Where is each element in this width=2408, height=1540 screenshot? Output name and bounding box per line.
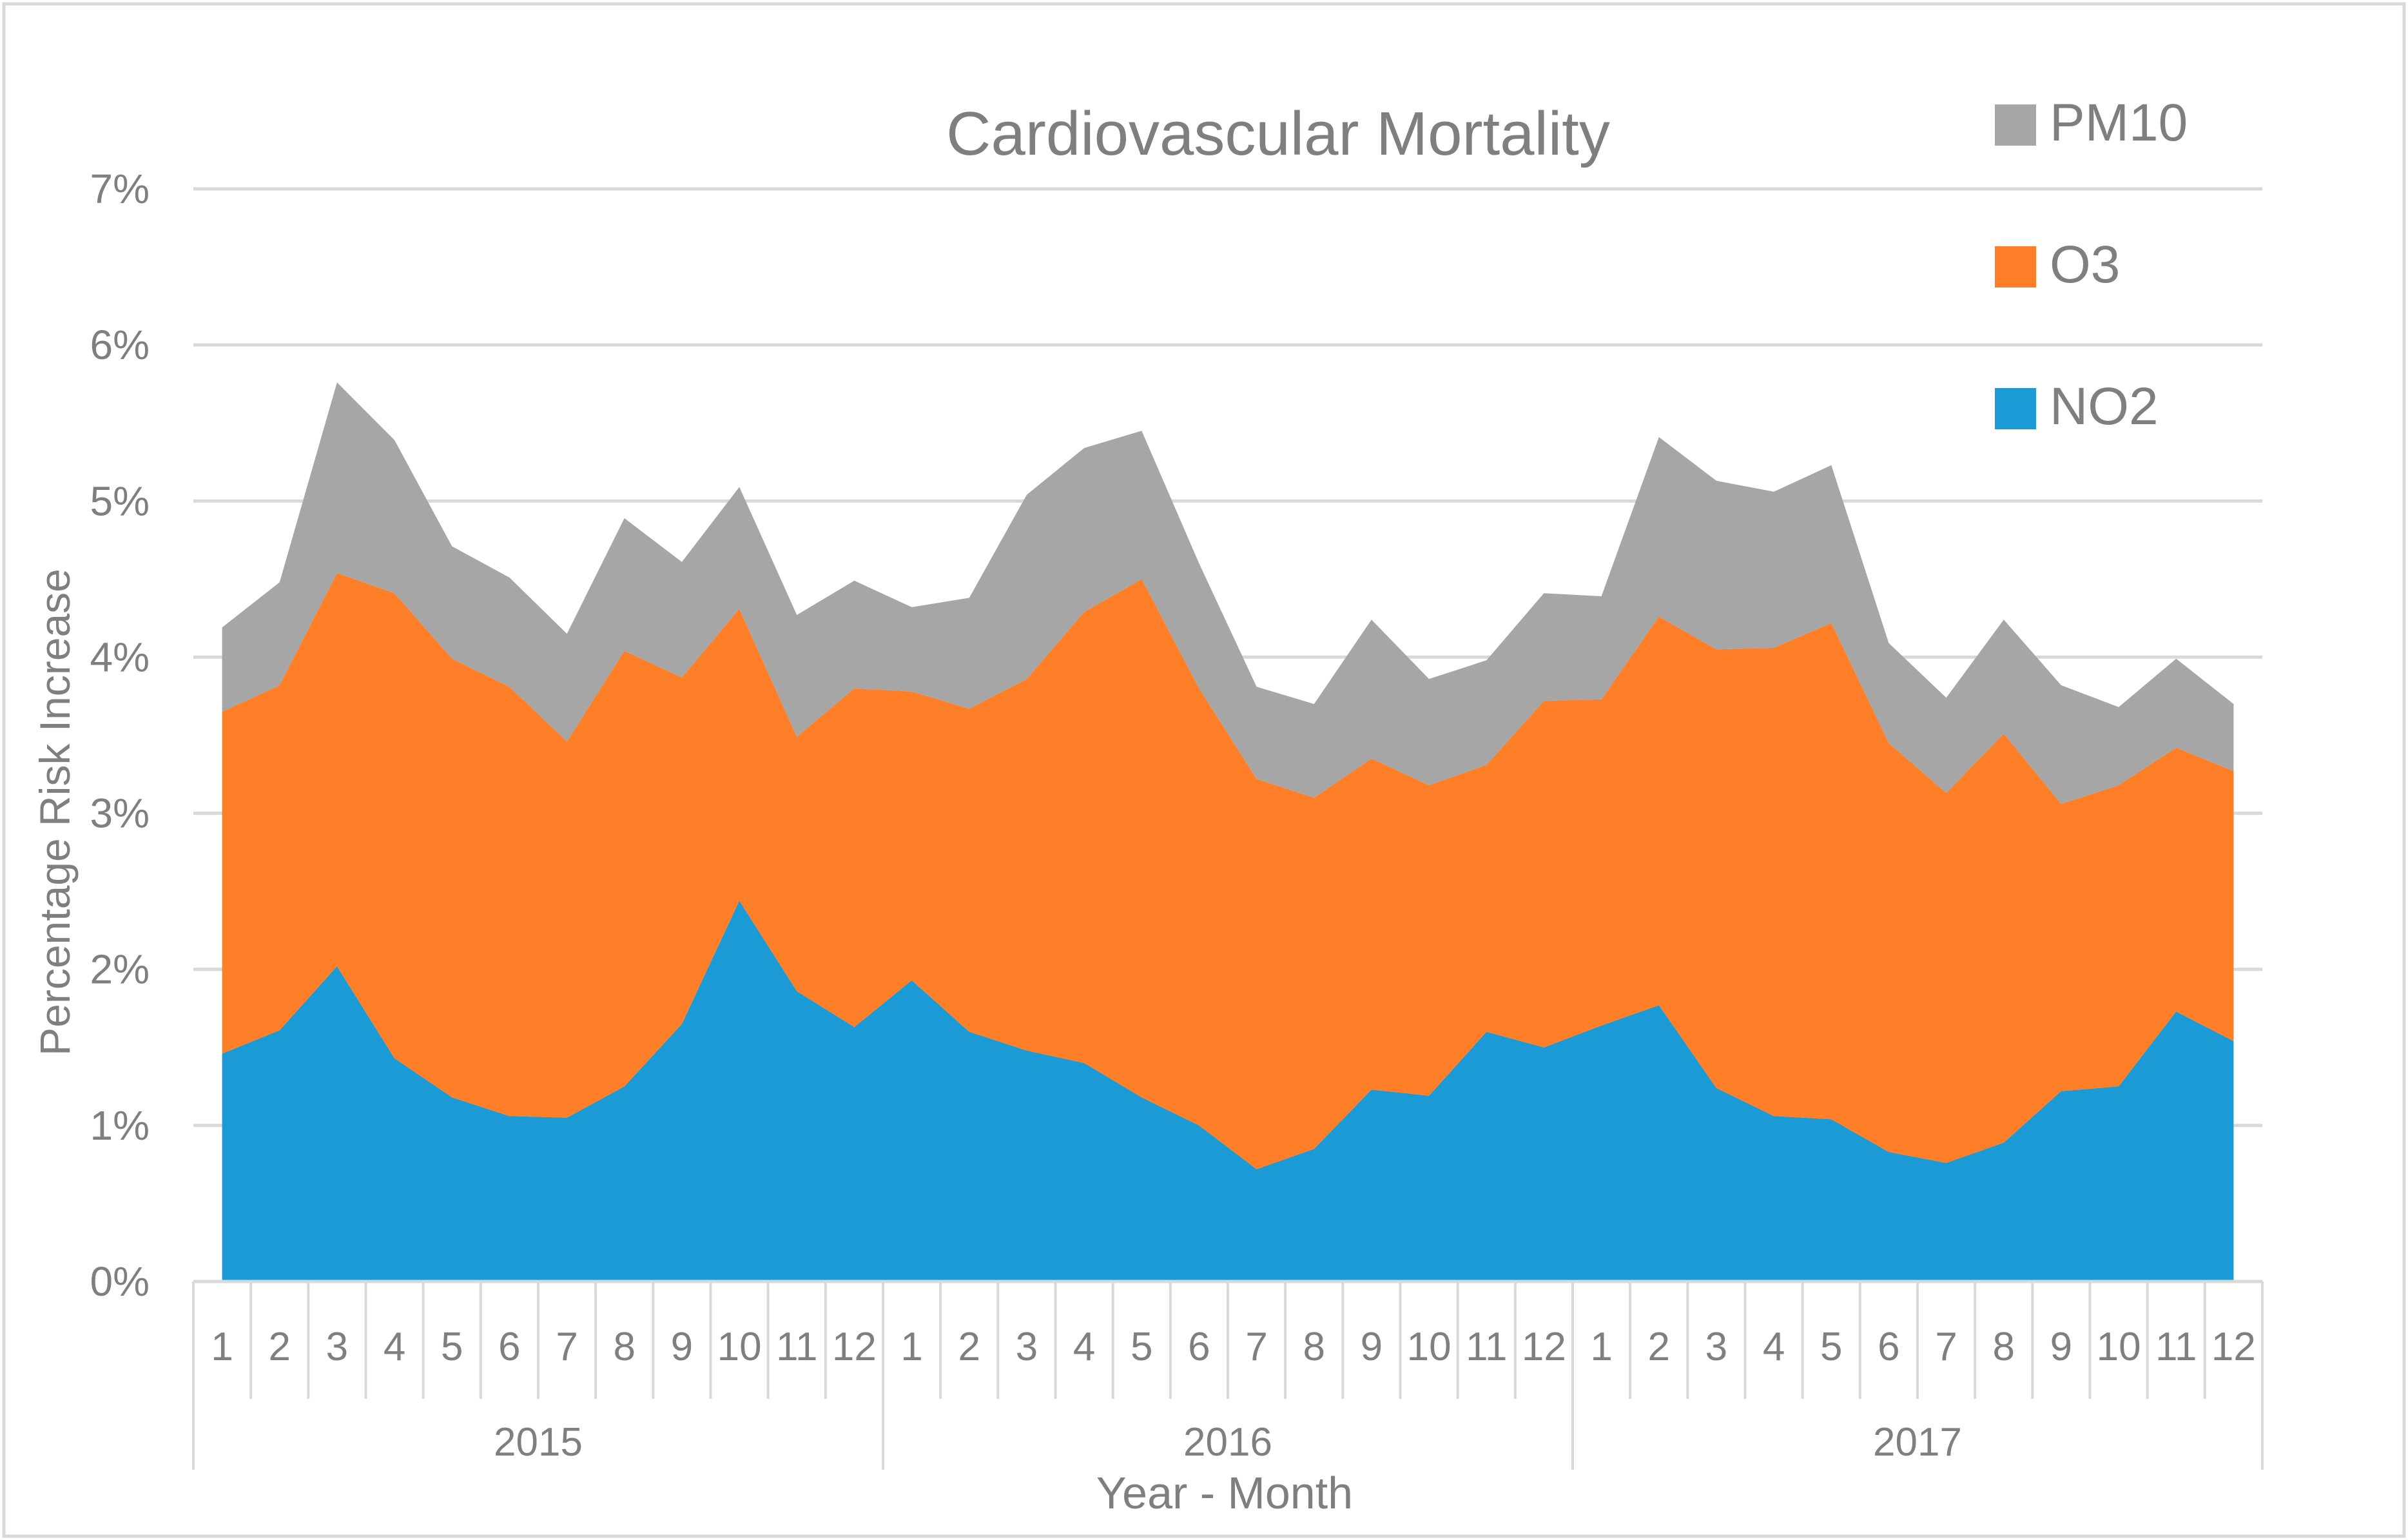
stacked-areas	[222, 382, 2234, 1282]
x-tick-label-month: 3	[326, 1325, 348, 1369]
x-tick-label-month: 3	[1705, 1325, 1727, 1369]
x-tick-label-month: 7	[556, 1325, 578, 1369]
x-tick-label-month: 12	[1522, 1325, 1566, 1369]
x-tick-label-month: 11	[1466, 1325, 1507, 1369]
x-tick-label-month: 2	[269, 1325, 291, 1369]
area-o3	[222, 572, 2234, 1169]
x-tick-label-month: 10	[1407, 1325, 1452, 1369]
x-tick-label-month: 12	[832, 1325, 877, 1369]
legend-swatch-pm10	[1995, 104, 2036, 146]
x-tick-label-month: 3	[1016, 1325, 1038, 1369]
x-axis: 1 2 3 4 5 6 7 8 9 10 11 12 1 2 3 4 5 6 7 8 9 10 11 12 1 2 3 4 5 6 7 8 9 1…	[192, 1280, 2264, 1470]
legend-swatch-no2	[1995, 388, 2036, 429]
x-tick-label-month: 5	[441, 1325, 463, 1369]
legend-label-pm10: PM10	[2050, 93, 2188, 152]
x-tick-label-month: 5	[1131, 1325, 1152, 1369]
x-tick-label-month: 4	[1073, 1325, 1095, 1369]
x-tick-label-month: 2	[958, 1325, 980, 1369]
x-tick-label-month: 8	[1303, 1325, 1325, 1369]
chart-title: Cardiovascular Mortality	[946, 99, 1610, 168]
x-tick-label-month: 1	[1590, 1325, 1612, 1369]
x-axis-label: Year - Month	[1096, 1468, 1353, 1518]
x-tick-label-month: 9	[671, 1325, 693, 1369]
x-tick-label-month: 6	[1188, 1325, 1210, 1369]
y-tick-label: 2%	[90, 946, 150, 993]
x-tick-label-month: 8	[1993, 1325, 2015, 1369]
y-tick-label: 5%	[90, 478, 150, 524]
y-axis-label: Percentage Risk Increase	[31, 569, 79, 1056]
x-tick-label-month: 10	[2097, 1325, 2141, 1369]
legend-label-o3: O3	[2050, 235, 2120, 294]
y-tick-label: 6%	[90, 322, 150, 368]
x-tick-label-month: 9	[1361, 1325, 1383, 1369]
x-tick-label-month: 9	[2050, 1325, 2072, 1369]
x-tick-label-month: 5	[1820, 1325, 1842, 1369]
x-tick-label-year: 2015	[494, 1420, 583, 1465]
x-tick-label-month: 12	[2211, 1325, 2256, 1369]
y-tick-label: 3%	[90, 790, 150, 837]
x-tick-label-month: 11	[776, 1325, 817, 1369]
x-tick-label-year: 2016	[1183, 1420, 1272, 1465]
y-tick-label: 0%	[90, 1258, 150, 1305]
y-tick-label: 7%	[90, 166, 150, 212]
legend-swatch-o3	[1995, 246, 2036, 288]
area-no2	[222, 901, 2234, 1282]
area-pm10	[222, 382, 2234, 804]
y-tick-label: 4%	[90, 634, 150, 680]
x-tick-label-month: 7	[1245, 1325, 1267, 1369]
x-tick-label-month: 2	[1648, 1325, 1670, 1369]
legend: PM10 O3 NO2	[1995, 93, 2188, 436]
x-tick-label-month: 6	[498, 1325, 520, 1369]
x-tick-label-month: 1	[211, 1325, 233, 1369]
y-axis-ticks: 0% 1% 2% 3% 4% 5% 6% 7%	[90, 166, 150, 1305]
y-tick-label: 1%	[90, 1102, 150, 1149]
x-tick-label-month: 6	[1878, 1325, 1899, 1369]
x-tick-label-month: 11	[2155, 1325, 2197, 1369]
x-tick-label-month: 1	[900, 1325, 922, 1369]
x-tick-label-month: 4	[1763, 1325, 1785, 1369]
x-tick-label-month: 8	[614, 1325, 636, 1369]
x-tick-label-year: 2017	[1873, 1420, 1962, 1465]
x-tick-label-month: 4	[384, 1325, 405, 1369]
x-tick-label-month: 7	[1935, 1325, 1957, 1369]
legend-label-no2: NO2	[2050, 377, 2159, 436]
x-tick-label-month: 10	[717, 1325, 762, 1369]
